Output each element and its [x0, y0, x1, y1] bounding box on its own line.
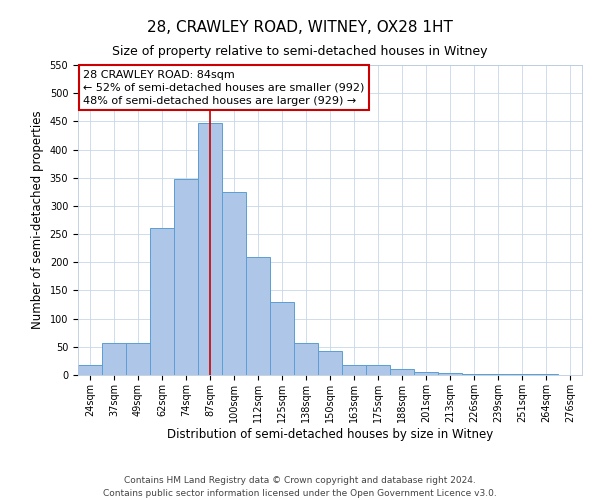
- Bar: [390, 370, 414, 375]
- Text: Size of property relative to semi-detached houses in Witney: Size of property relative to semi-detach…: [112, 45, 488, 58]
- Bar: [486, 374, 510, 375]
- Bar: [438, 374, 462, 375]
- Y-axis label: Number of semi-detached properties: Number of semi-detached properties: [31, 110, 44, 330]
- Bar: [534, 374, 558, 375]
- Bar: [126, 343, 150, 375]
- Bar: [246, 256, 270, 375]
- Bar: [102, 343, 126, 375]
- Bar: [198, 123, 222, 375]
- Bar: [222, 192, 246, 375]
- Text: 28 CRAWLEY ROAD: 84sqm
← 52% of semi-detached houses are smaller (992)
48% of se: 28 CRAWLEY ROAD: 84sqm ← 52% of semi-det…: [83, 70, 364, 106]
- Text: 28, CRAWLEY ROAD, WITNEY, OX28 1HT: 28, CRAWLEY ROAD, WITNEY, OX28 1HT: [147, 20, 453, 35]
- Bar: [414, 372, 438, 375]
- Text: Contains HM Land Registry data © Crown copyright and database right 2024.
Contai: Contains HM Land Registry data © Crown c…: [103, 476, 497, 498]
- X-axis label: Distribution of semi-detached houses by size in Witney: Distribution of semi-detached houses by …: [167, 428, 493, 440]
- Bar: [510, 374, 534, 375]
- Bar: [150, 228, 174, 375]
- Bar: [174, 180, 198, 375]
- Bar: [270, 302, 294, 375]
- Bar: [342, 365, 366, 375]
- Bar: [462, 374, 486, 375]
- Bar: [294, 343, 318, 375]
- Bar: [366, 365, 390, 375]
- Bar: [78, 365, 102, 375]
- Bar: [318, 352, 342, 375]
